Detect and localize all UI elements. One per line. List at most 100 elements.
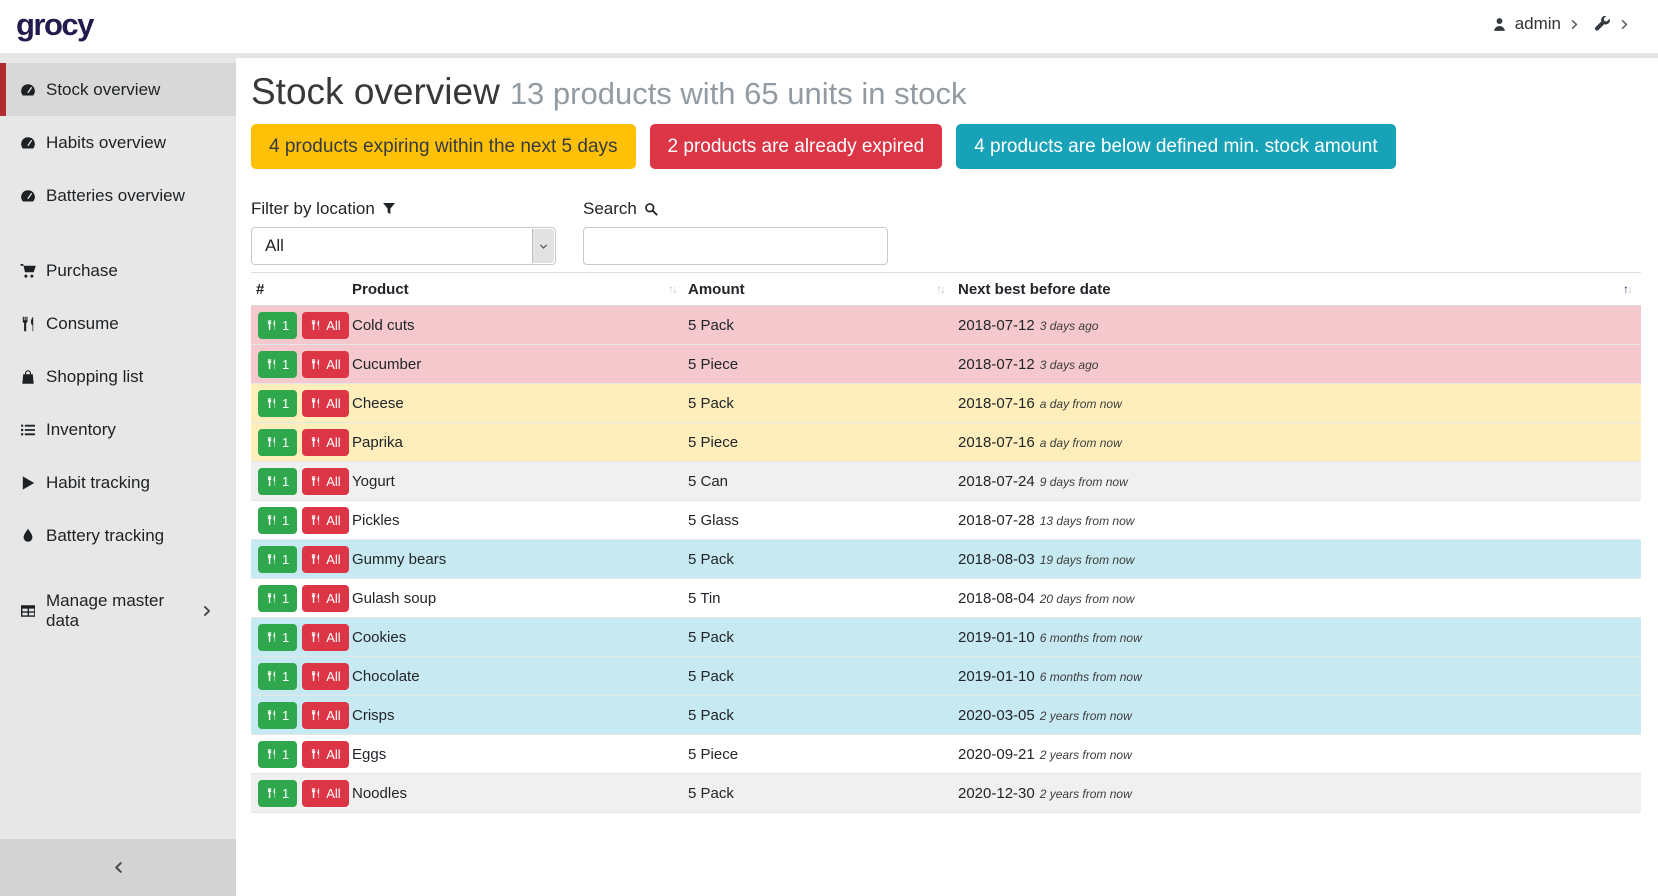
row-actions: 1 All [251,389,352,417]
consume-all-button[interactable]: All [302,350,349,378]
product-name: Crisps [352,706,395,724]
search-label-text: Search [583,199,637,218]
table-row: 1 All Paprika 5 Piece 2018-07-16 a day from n… [251,423,1641,462]
table-row: 1 All Cheese 5 Pack 2018-07-16 a day from now [251,384,1641,423]
consume-one-button[interactable]: 1 [258,662,298,690]
consume-one-button[interactable]: 1 [258,740,298,768]
sidebar-item-manage-master-data[interactable]: Manage master data [0,584,236,637]
best-before-date: 2018-07-12 [958,355,1035,373]
sidebar-item-label: Consume [46,313,119,333]
consume-all-button[interactable]: All [302,311,349,339]
consume-all-button[interactable]: All [302,467,349,495]
sidebar-item-label: Battery tracking [46,525,165,545]
consume-one-button[interactable]: 1 [258,506,298,534]
table-row: 1 All Noodles 5 Pack 2020-12-30 2 years from … [251,774,1641,813]
consume-all-button-label: All [326,473,341,489]
best-before-cell: 2018-07-24 9 days from now [958,473,1641,490]
best-before-date: 2020-09-21 [958,745,1035,763]
consume-one-button[interactable]: 1 [258,545,298,573]
utensils-icon [310,592,321,604]
consume-one-button[interactable]: 1 [258,467,298,495]
sidebar-item-shopping-list[interactable]: Shopping list [0,350,236,403]
sidebar-item-purchase[interactable]: Purchase [0,244,236,297]
header-product[interactable]: Product ↑↓ [352,281,688,298]
chevron-right-icon [201,605,213,617]
best-before-relative: 20 days from now [1039,591,1135,606]
app-logo[interactable]: grocy [16,6,94,42]
search-icon [644,202,658,216]
consume-one-button[interactable]: 1 [258,701,298,729]
search-group: Search [583,199,888,265]
consume-one-button-label: 1 [282,746,290,762]
sidebar-item-batteries-overview[interactable]: Batteries overview [0,169,236,222]
consume-one-button[interactable]: 1 [258,779,298,807]
row-actions: 1 All [251,506,352,534]
consume-one-button-label: 1 [282,356,290,372]
consume-all-button[interactable]: All [302,428,349,456]
sidebar-item-stock-overview[interactable]: Stock overview [0,63,236,116]
user-name: admin [1514,14,1561,33]
shopping-bag-icon [19,369,37,385]
consume-all-button[interactable]: All [302,623,349,651]
consume-one-button[interactable]: 1 [258,584,298,612]
consume-one-button[interactable]: 1 [258,350,298,378]
consume-one-button-label: 1 [282,707,290,723]
consume-all-button[interactable]: All [302,740,349,768]
utensils-icon [266,514,277,526]
header-amount[interactable]: Amount ↑↓ [688,281,958,298]
table-header: # Product ↑↓ Amount ↑↓ Next best before … [251,273,1641,306]
sidebar-item-inventory[interactable]: Inventory [0,403,236,456]
best-before-relative: 13 days from now [1039,513,1135,528]
product-name: Noodles [352,784,408,802]
chevron-right-icon [1619,19,1630,30]
table-row: 1 All Gummy bears 5 Pack 2018-08-03 19 days f… [251,540,1641,579]
consume-all-button-label: All [326,785,341,801]
consume-one-button-label: 1 [282,512,290,528]
product-name: Cucumber [352,355,422,373]
best-before-cell: 2018-07-28 13 days from now [958,512,1641,529]
consume-all-button[interactable]: All [302,779,349,807]
consume-one-button[interactable]: 1 [258,311,298,339]
header-best-before[interactable]: Next best before date ↑↓ [958,281,1641,298]
table-row: 1 All Crisps 5 Pack 2020-03-05 2 years from n… [251,696,1641,735]
utensils-icon [310,397,321,409]
consume-all-button[interactable]: All [302,389,349,417]
consume-one-button[interactable]: 1 [258,428,298,456]
consume-all-button[interactable]: All [302,662,349,690]
consume-all-button-label: All [326,590,341,606]
settings-menu[interactable] [1594,15,1630,33]
sidebar-item-habit-tracking[interactable]: Habit tracking [0,456,236,509]
sidebar-nav: Stock overview Habits overview Batteries o… [0,63,236,637]
consume-all-button[interactable]: All [302,506,349,534]
utensils-icon [266,553,277,565]
best-before-relative: 9 days from now [1039,474,1128,489]
consume-one-button[interactable]: 1 [258,623,298,651]
page-subtitle: 13 products with 65 units in stock [509,76,967,111]
consume-one-button-label: 1 [282,395,290,411]
filter-icon [382,202,396,216]
consume-all-button[interactable]: All [302,584,349,612]
header-product-label: Product [352,280,409,298]
consume-one-button-label: 1 [282,629,290,645]
sidebar-collapse-button[interactable] [0,839,236,896]
sidebar-item-label: Inventory [46,419,116,439]
sidebar-item-consume[interactable]: Consume [0,297,236,350]
consume-one-button[interactable]: 1 [258,389,298,417]
consume-one-button-label: 1 [282,590,290,606]
sidebar-item-habits-overview[interactable]: Habits overview [0,116,236,169]
sidebar-item-battery-tracking[interactable]: Battery tracking [0,509,236,562]
location-select[interactable]: All [251,227,556,265]
consume-all-button[interactable]: All [302,545,349,573]
tachometer-icon [19,188,37,204]
consume-all-button[interactable]: All [302,701,349,729]
location-filter-label-text: Filter by location [251,199,375,218]
sidebar-item-label: Stock overview [46,79,161,99]
consume-all-button-label: All [326,395,341,411]
user-menu[interactable]: admin [1492,14,1580,34]
utensils-icon [310,631,321,643]
product-name: Cookies [352,628,407,646]
product-amount: 5 Pack [688,706,734,724]
search-input[interactable] [583,227,888,265]
best-before-date: 2020-12-30 [958,784,1035,802]
utensils-icon [310,358,321,370]
